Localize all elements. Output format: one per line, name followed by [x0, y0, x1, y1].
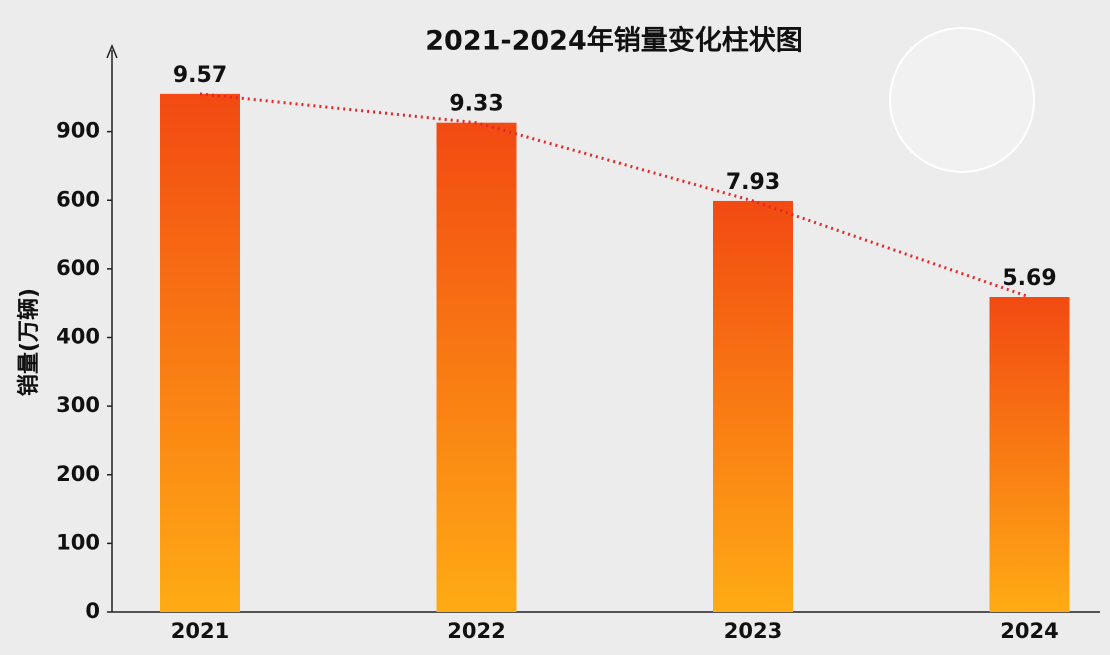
bar [989, 297, 1070, 612]
bar [436, 122, 517, 613]
y-tick-label: 900 [56, 119, 100, 143]
bar-annotation: 9.33 [449, 92, 503, 117]
bar-annotation: 7.93 [726, 170, 780, 195]
y-axis-arrow [106, 44, 118, 59]
x-tick-label: 2022 [447, 619, 505, 643]
y-tick-label: 100 [56, 530, 100, 554]
y-tick-label: 600 [56, 256, 100, 280]
trend-line [199, 92, 1030, 299]
x-tick-label: 2023 [724, 619, 782, 643]
y-axis-label: 销量(万辆) [16, 288, 42, 396]
bar-annotation: 5.69 [1002, 266, 1056, 291]
y-tick-label: 0 [85, 599, 100, 623]
decoration-circle [889, 27, 1035, 173]
bar [160, 93, 240, 613]
bar [713, 200, 793, 612]
chart-title: 2021-2024年销量变化柱状图 [425, 25, 803, 57]
y-tick-label: 300 [56, 393, 100, 417]
y-tick-label: 600 [56, 187, 100, 211]
y-tick-label: 200 [56, 462, 100, 486]
y-tick-label: 400 [56, 325, 100, 349]
bar-annotation: 9.57 [173, 63, 227, 88]
x-tick-label: 2021 [171, 619, 229, 643]
x-tick-label: 2024 [1000, 619, 1058, 643]
